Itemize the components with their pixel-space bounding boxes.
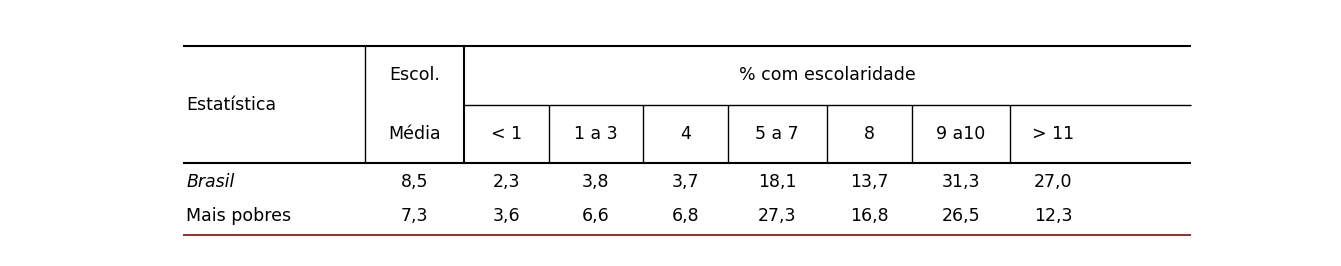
Text: 6,8: 6,8 bbox=[672, 207, 699, 225]
Text: 5 a 7: 5 a 7 bbox=[755, 125, 799, 143]
Text: Estatística: Estatística bbox=[186, 96, 276, 114]
Text: 2,3: 2,3 bbox=[492, 173, 520, 191]
Text: 18,1: 18,1 bbox=[758, 173, 797, 191]
Text: Mais pobres: Mais pobres bbox=[186, 207, 291, 225]
Text: > 11: > 11 bbox=[1033, 125, 1074, 143]
Text: 27,3: 27,3 bbox=[758, 207, 797, 225]
Text: < 1: < 1 bbox=[491, 125, 522, 143]
Text: % com escolaridade: % com escolaridade bbox=[739, 66, 916, 84]
Text: 8: 8 bbox=[864, 125, 874, 143]
Text: Média: Média bbox=[388, 125, 441, 143]
Text: 26,5: 26,5 bbox=[941, 207, 980, 225]
Text: 9 a10: 9 a10 bbox=[936, 125, 986, 143]
Text: 27,0: 27,0 bbox=[1034, 173, 1073, 191]
Text: 16,8: 16,8 bbox=[850, 207, 889, 225]
Text: 12,3: 12,3 bbox=[1034, 207, 1073, 225]
Text: 13,7: 13,7 bbox=[850, 173, 888, 191]
Text: 31,3: 31,3 bbox=[941, 173, 980, 191]
Text: 6,6: 6,6 bbox=[582, 207, 610, 225]
Text: 1 a 3: 1 a 3 bbox=[574, 125, 618, 143]
Text: 8,5: 8,5 bbox=[401, 173, 428, 191]
Text: 3,8: 3,8 bbox=[582, 173, 610, 191]
Text: Escol.: Escol. bbox=[389, 66, 440, 84]
Text: 4: 4 bbox=[680, 125, 691, 143]
Text: Brasil: Brasil bbox=[186, 173, 235, 191]
Text: 7,3: 7,3 bbox=[401, 207, 428, 225]
Text: 3,7: 3,7 bbox=[672, 173, 699, 191]
Text: 3,6: 3,6 bbox=[492, 207, 520, 225]
